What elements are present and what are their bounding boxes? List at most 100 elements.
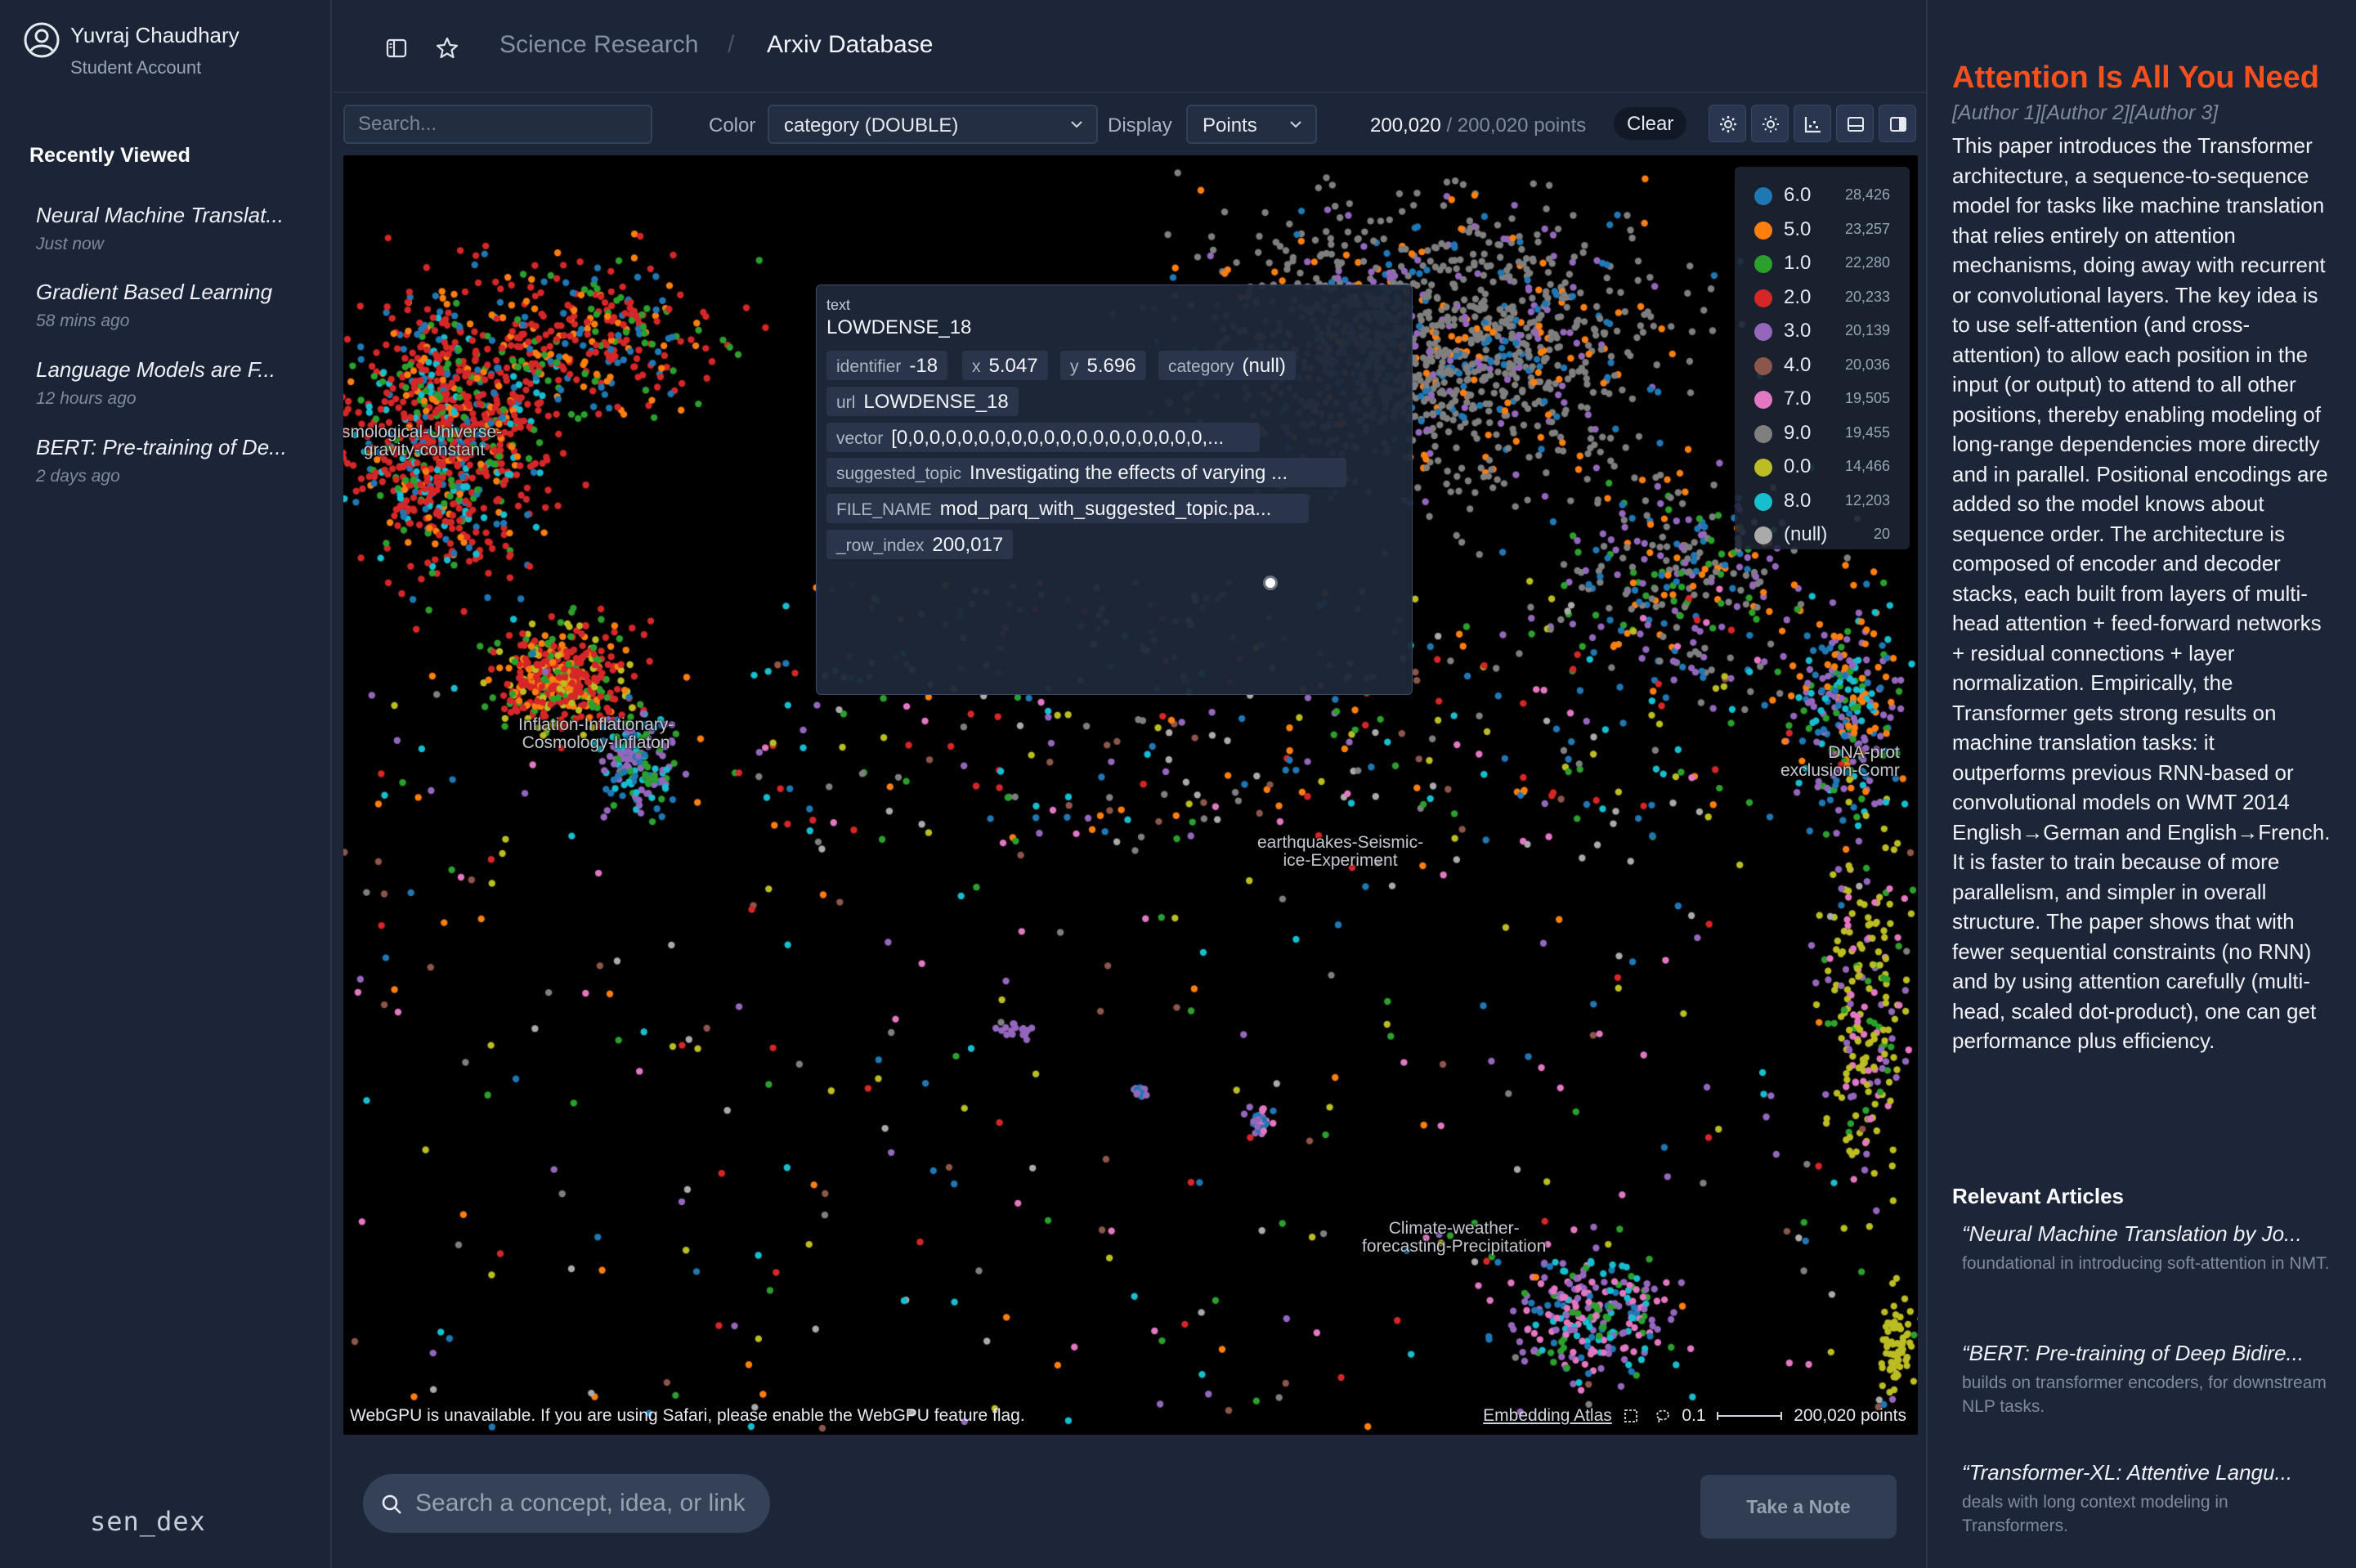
recent-item-time: 2 days ago: [36, 467, 120, 486]
legend-item[interactable]: 9.0 19,455: [1746, 418, 1898, 452]
relevant-article-title: “Neural Machine Translation by Jo...: [1962, 1221, 2302, 1246]
scatter-chart-icon: [1804, 117, 1821, 133]
relevant-articles-heading: Relevant Articles: [1952, 1184, 2125, 1208]
side-panel-button[interactable]: [1879, 105, 1916, 142]
gear-icon: [1720, 116, 1736, 132]
chart-view-button[interactable]: [1794, 105, 1831, 142]
color-select-value: category (DOUBLE): [784, 114, 959, 137]
field-key: _row_index: [836, 536, 925, 555]
scale-value: 0.1: [1682, 1406, 1706, 1425]
relevant-article[interactable]: “BERT: Pre-training of Deep Bidire... bu…: [1962, 1341, 2330, 1418]
legend-item[interactable]: 7.0 19,505: [1746, 383, 1898, 418]
field-key: url: [836, 393, 856, 412]
legend-swatch: [1754, 221, 1772, 240]
field-key: suggested_topic: [836, 464, 961, 483]
recent-item[interactable]: Gradient Based Learning 58 mins ago: [36, 280, 306, 331]
concept-search-input[interactable]: [415, 1485, 759, 1521]
bottom-panel-icon: [1848, 117, 1864, 132]
legend-label: 5.0: [1784, 217, 1812, 240]
legend-item[interactable]: 6.0 28,426: [1746, 180, 1898, 214]
legend-item[interactable]: 5.0 23,257: [1746, 214, 1898, 249]
legend-swatch: [1754, 356, 1772, 375]
legend-swatch: [1754, 459, 1772, 477]
color-select[interactable]: category (DOUBLE): [768, 105, 1098, 144]
recent-item[interactable]: Neural Machine Translat... Just now: [36, 203, 306, 254]
hovered-point[interactable]: [1263, 576, 1278, 590]
tooltip-field-file-name: FILE_NAME mod_parq_with_suggested_topic.p…: [826, 494, 1309, 523]
legend-count: 12,203: [1844, 491, 1890, 508]
search-icon: [382, 1494, 401, 1514]
legend-item[interactable]: 8.0 12,203: [1746, 486, 1898, 520]
recent-item-title: Language Models are F...: [36, 357, 275, 382]
lasso-icon[interactable]: [1655, 1409, 1670, 1423]
relevant-article[interactable]: “Neural Machine Translation by Jo... fou…: [1962, 1221, 2330, 1275]
tooltip-field-label: text: [826, 297, 851, 313]
legend-count: 14,466: [1844, 458, 1890, 474]
tooltip-field-vector: vector [0,0,0,0,0,0,0,0,0,0,0,0,0,0,0,0,0…: [826, 423, 1260, 452]
left-sidebar: Yuvraj Chaudhary Student Account Recentl…: [0, 0, 332, 1568]
settings-button[interactable]: [1709, 105, 1746, 142]
display-select-value: Points: [1203, 114, 1257, 137]
selected-count: 200,020: [1370, 114, 1441, 137]
field-value: 5.047: [988, 355, 1038, 377]
concept-search[interactable]: [363, 1474, 770, 1533]
recent-item[interactable]: BERT: Pre-training of De... 2 days ago: [36, 435, 306, 486]
legend-swatch: [1754, 391, 1772, 409]
field-value: mod_parq_with_suggested_topic.pa...: [939, 498, 1272, 520]
legend-label: 2.0: [1784, 285, 1812, 308]
sidebar-toggle-icon[interactable]: [384, 36, 409, 60]
clear-button[interactable]: Clear: [1614, 107, 1687, 140]
table-panel-button[interactable]: [1836, 105, 1874, 142]
relevant-article[interactable]: “Transformer-XL: Attentive Langu... deal…: [1962, 1460, 2330, 1538]
breadcrumb-current: Arxiv Database: [767, 31, 934, 58]
embedding-atlas-link[interactable]: Embedding Atlas: [1483, 1406, 1612, 1425]
legend-item[interactable]: 3.0 20,139: [1746, 316, 1898, 350]
legend-swatch: [1754, 187, 1772, 205]
paper-abstract: This paper introduces the Transformer ar…: [1952, 133, 2331, 1053]
recent-item-time: 12 hours ago: [36, 389, 137, 408]
star-icon[interactable]: [435, 36, 459, 60]
chevron-down-icon: [1290, 121, 1301, 128]
cluster-label: Climate-weather- forecasting-Precipitati…: [1362, 1219, 1547, 1256]
legend-label: (null): [1784, 523, 1828, 545]
rect-select-icon[interactable]: [1624, 1409, 1638, 1423]
relevant-article-desc: foundational in introducing soft-attenti…: [1962, 1254, 2330, 1273]
legend-label: 4.0: [1784, 353, 1812, 376]
recent-item-title: BERT: Pre-training of De...: [36, 435, 287, 459]
user-role: Student Account: [70, 57, 202, 78]
tooltip-field-url: url LOWDENSE_18: [826, 387, 1019, 416]
legend-item[interactable]: 2.0 20,233: [1746, 282, 1898, 316]
breadcrumb-parent[interactable]: Science Research: [499, 31, 699, 58]
field-value: 200,017: [932, 534, 1004, 556]
map-points-count: 200,020 points: [1794, 1406, 1906, 1425]
legend-item[interactable]: 1.0 22,280: [1746, 248, 1898, 282]
legend-item[interactable]: 0.0 14,466: [1746, 451, 1898, 486]
tooltip-field-y: y 5.696: [1060, 351, 1146, 380]
field-key: vector: [836, 429, 884, 448]
legend-count: 22,280: [1844, 254, 1890, 271]
legend-count: 28,426: [1844, 186, 1890, 203]
atlas-search-input[interactable]: [343, 105, 652, 144]
embedding-map[interactable]: smological-Universe- gravity-constant In…: [343, 155, 1918, 1435]
legend-item[interactable]: (null) 20: [1746, 519, 1898, 553]
legend-item[interactable]: 4.0 20,036: [1746, 350, 1898, 384]
atlas-toolbar: Color category (DOUBLE) Display Points 2…: [334, 93, 1926, 155]
field-value: Investigating the effects of varying ...: [969, 462, 1288, 484]
color-label: Color: [709, 114, 756, 137]
field-key: y: [1070, 357, 1079, 376]
theme-button[interactable]: [1751, 105, 1789, 142]
field-value: LOWDENSE_18: [863, 391, 1009, 413]
legend-count: 20,139: [1844, 322, 1890, 338]
legend-swatch: [1754, 424, 1772, 443]
recent-item[interactable]: Language Models are F... 12 hours ago: [36, 357, 306, 409]
field-value: [0,0,0,0,0,0,0,0,0,0,0,0,0,0,0,0,0,0,0,.…: [891, 427, 1225, 449]
recent-item-title: Neural Machine Translat...: [36, 203, 284, 227]
map-status-bar: Embedding Atlas 0.1 200,020 points: [1483, 1406, 1906, 1426]
relevant-article-desc: deals with long context modeling in Tran…: [1962, 1493, 2228, 1535]
take-note-button[interactable]: Take a Note: [1700, 1475, 1897, 1539]
display-select[interactable]: Points: [1186, 105, 1317, 144]
total-count: / 200,020 points: [1446, 114, 1587, 137]
paper-authors: [Author 1][Author 2][Author 3]: [1952, 101, 2219, 124]
paper-detail-panel: Attention Is All You Need [Author 1][Aut…: [1926, 0, 2356, 1568]
